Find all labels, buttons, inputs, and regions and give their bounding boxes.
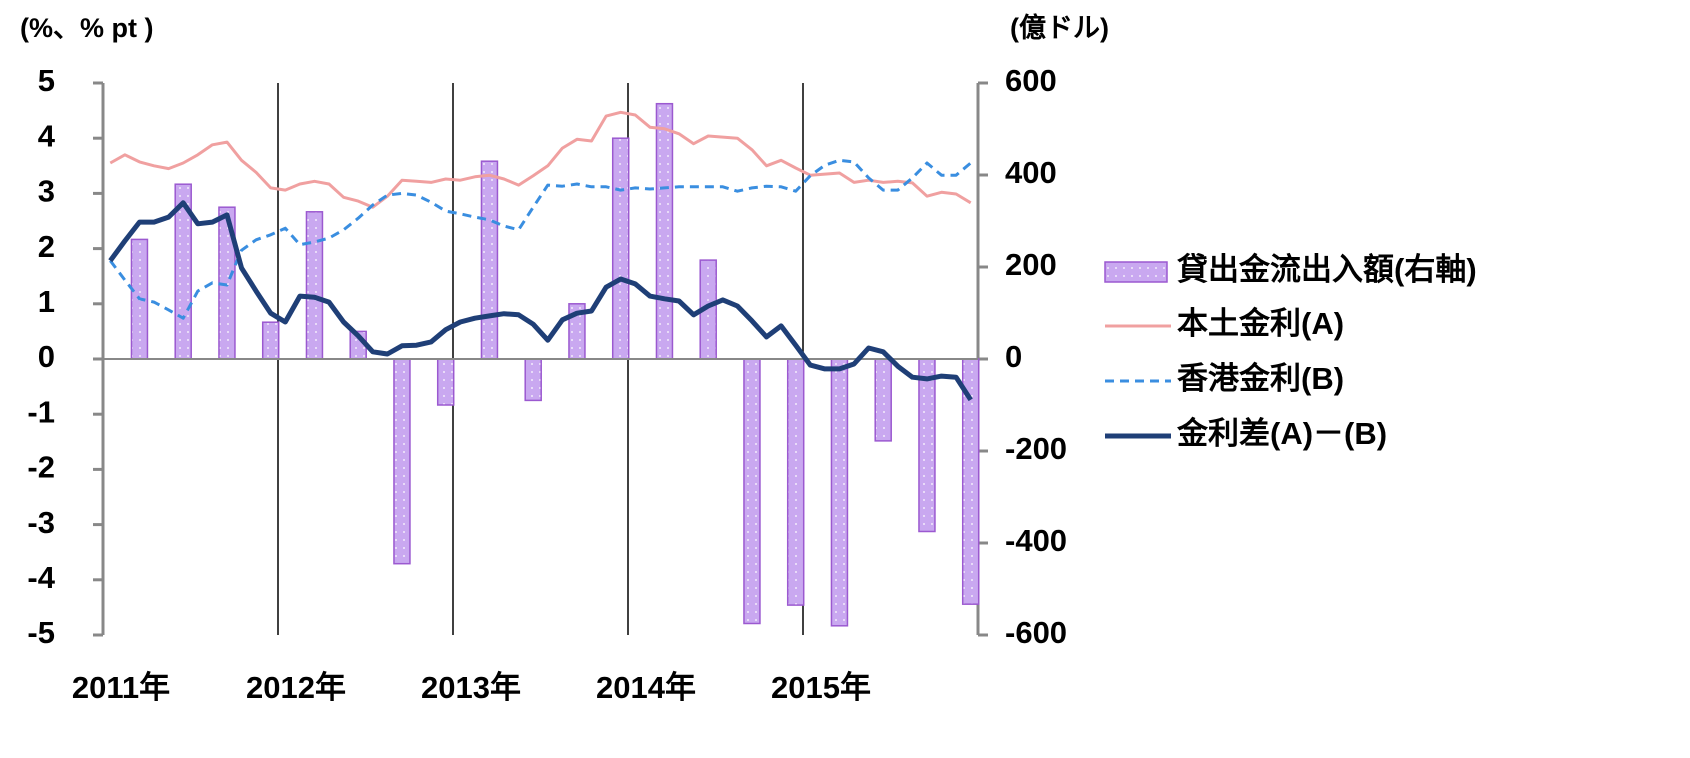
x-tick-label: 2015年 <box>771 670 871 705</box>
legend-label: 貸出金流出入額(右軸) <box>1177 252 1477 287</box>
y2-tick-label: -200 <box>1005 431 1067 466</box>
y2-tick-label: 200 <box>1005 247 1057 282</box>
y-tick-label: -5 <box>27 615 55 650</box>
line <box>108 200 973 402</box>
y-tick-label: 1 <box>38 284 55 319</box>
bar <box>655 102 674 360</box>
y2-tick-label: -600 <box>1005 615 1067 650</box>
bar <box>480 160 499 360</box>
y-tick-label: -4 <box>27 560 55 595</box>
y2-axis-label: (億ドル) <box>1010 13 1109 43</box>
legend-label: 金利差(A)－(B) <box>1176 416 1387 451</box>
x-tick-label: 2014年 <box>596 670 696 705</box>
bar <box>874 358 892 442</box>
x-tick-label: 2011年 <box>72 670 170 705</box>
y2-tick-label: 400 <box>1005 155 1057 190</box>
y2-tick-label: 600 <box>1005 63 1057 98</box>
bar <box>261 321 280 360</box>
y-tick-label: 3 <box>38 174 55 209</box>
bar <box>743 358 761 625</box>
x-tick-label: 2013年 <box>421 670 521 705</box>
y-tick-label: -2 <box>27 450 55 485</box>
y-tick-label: 2 <box>38 229 55 264</box>
line <box>109 110 972 209</box>
bar <box>524 358 542 402</box>
line <box>109 158 972 320</box>
legend-label: 香港金利(B) <box>1177 361 1344 396</box>
bar <box>393 358 411 565</box>
bar <box>611 137 630 360</box>
y-tick-label: 5 <box>38 63 55 98</box>
bar <box>918 358 936 533</box>
bar <box>786 358 805 606</box>
y-tick-label: 4 <box>38 118 56 153</box>
y-tick-label: 0 <box>38 339 55 374</box>
bar <box>830 358 849 627</box>
y-tick-label: -1 <box>27 394 55 429</box>
legend-swatch <box>1104 261 1168 283</box>
y2-tick-label: -400 <box>1005 523 1067 558</box>
bar <box>436 358 455 406</box>
y-tick-label: -3 <box>27 505 55 540</box>
y-axis-label: (%、% pt ) <box>20 13 153 43</box>
legend-label: 本土金利(A) <box>1177 306 1344 341</box>
bar <box>305 211 324 360</box>
y2-tick-label: 0 <box>1005 339 1022 374</box>
x-tick-label: 2012年 <box>246 670 346 705</box>
